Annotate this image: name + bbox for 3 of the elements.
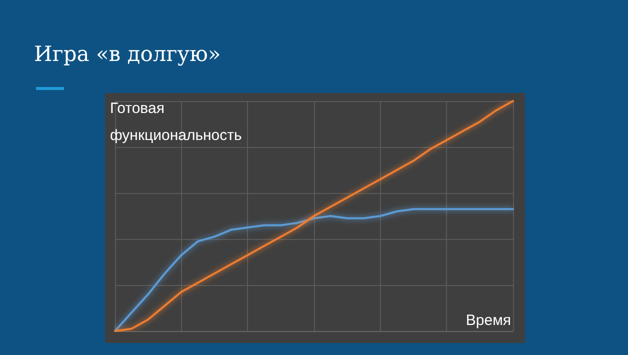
x-axis-title: Время <box>466 312 511 329</box>
y-axis-title: Готовая функциональность <box>110 99 243 146</box>
chart-title: Игра «в долгую» <box>34 42 221 66</box>
